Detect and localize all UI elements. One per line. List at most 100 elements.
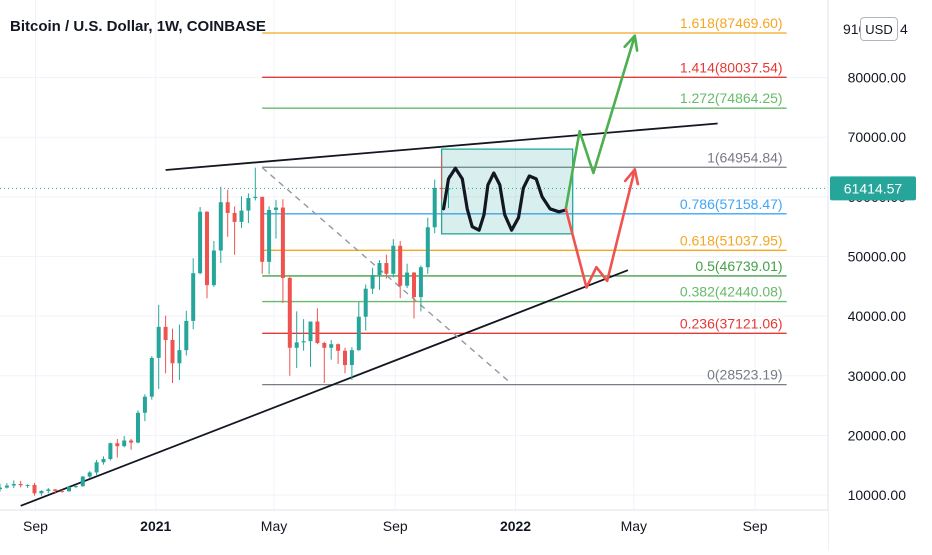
candle-body: [274, 207, 278, 210]
x-tick-label: May: [621, 518, 647, 534]
candle-body: [225, 202, 230, 213]
x-tick-label: Sep: [743, 518, 768, 534]
candle-body: [80, 476, 85, 487]
candle-body: [336, 344, 341, 351]
trendline-resistance: [165, 122, 718, 171]
candle-body: [11, 484, 16, 486]
bearish-path-arrowhead: [623, 168, 640, 186]
candle-body: [232, 212, 237, 222]
price-axis: [828, 0, 932, 550]
candle-body: [260, 196, 265, 262]
x-tick-label: Sep: [23, 518, 48, 534]
candle-body: [101, 459, 106, 463]
candle-body: [418, 267, 423, 298]
x-tick-label: Sep: [383, 518, 408, 534]
y-tick-label: 40000.00: [848, 308, 907, 324]
candle-body: [267, 209, 272, 262]
x-tick-label: 2022: [500, 518, 531, 534]
y-tick-label: 20000.00: [848, 427, 907, 443]
last-price-badge: [830, 176, 916, 201]
y-tick-label-fragment: 4: [900, 21, 908, 37]
candle-body: [405, 272, 410, 286]
trendline-support: [20, 269, 629, 507]
candle-body: [149, 357, 154, 397]
candle-body: [315, 321, 320, 343]
y-tick-label: 50000.00: [848, 248, 907, 264]
bullish-path-arrowhead: [623, 34, 639, 52]
fib-level-label: 1(64954.84): [707, 149, 783, 165]
candle-body: [398, 245, 403, 286]
candle-body: [18, 484, 23, 486]
fib-level-label: 1.272(74864.25): [680, 90, 783, 106]
x-tick-label: 2021: [140, 518, 171, 534]
x-tick-label: May: [261, 518, 287, 534]
candle-body: [170, 340, 175, 364]
projection-squiggle: [442, 166, 568, 232]
candle-body: [136, 412, 140, 443]
candle-body: [356, 316, 361, 351]
candle-body: [301, 341, 306, 343]
candle-body: [129, 440, 134, 443]
y-tick-label: 70000.00: [848, 129, 907, 145]
candle-body: [191, 273, 196, 321]
candle-body: [205, 211, 209, 286]
candle-body: [349, 350, 354, 366]
fib-level-label: 1.618(87469.60): [680, 15, 783, 31]
candle-body: [67, 487, 71, 492]
candle-body: [122, 440, 127, 447]
candle-body: [322, 342, 327, 348]
bullish-path-line: [564, 34, 637, 211]
y-tick-label: 30000.00: [848, 368, 907, 384]
candle-body: [329, 344, 334, 348]
candle-body: [239, 210, 244, 222]
candle-body: [218, 202, 223, 251]
fib-level-label: 0.786(57158.47): [680, 196, 783, 212]
candle-body: [163, 326, 168, 340]
candle-body: [87, 472, 92, 477]
candle-body: [94, 462, 99, 473]
fib-level-label: 0.5(46739.01): [695, 258, 782, 274]
candle-body: [198, 211, 203, 274]
candle-body: [108, 443, 113, 459]
candle-body: [308, 321, 313, 342]
fib-level-label: 0.382(42440.08): [680, 284, 783, 300]
candle-body: [246, 198, 251, 211]
candle-body: [184, 320, 189, 351]
candle-body: [73, 486, 78, 488]
candle-body: [425, 227, 430, 268]
candle-body: [412, 272, 416, 298]
fib-level-label: 1.414(80037.54): [680, 59, 783, 75]
candle-body: [343, 350, 347, 366]
candle-body: [377, 263, 382, 275]
time-axis: [0, 510, 828, 550]
candle-body: [0, 487, 2, 490]
fib-level-label: 0.236(37121.06): [680, 315, 783, 331]
candle-body: [391, 245, 396, 274]
candle-body: [432, 187, 437, 228]
candle-body: [156, 326, 161, 358]
currency-button[interactable]: USD: [860, 17, 898, 41]
fib-level-label: 0.618(51037.95): [680, 232, 783, 248]
candle-body: [25, 484, 30, 486]
candle-body: [46, 489, 51, 491]
candle-body: [439, 187, 444, 190]
candle-body: [370, 274, 375, 289]
candle-body: [363, 288, 368, 317]
candle-body: [294, 342, 299, 348]
plot-area: [0, 0, 828, 510]
fib-level-label: 0(28523.19): [707, 367, 783, 383]
candle-body: [4, 485, 9, 488]
candle-body: [446, 188, 451, 190]
candle-body: [39, 490, 44, 494]
candle-body: [280, 207, 285, 278]
candle-body: [115, 443, 120, 447]
candle-body: [177, 350, 182, 364]
chart-title: Bitcoin / U.S. Dollar, 1W, COINBASE: [10, 18, 266, 35]
bearish-path-line: [564, 168, 637, 289]
candle-body: [32, 484, 37, 494]
candle-body: [384, 263, 389, 274]
candle-body: [287, 277, 292, 348]
candle-body: [142, 396, 147, 413]
